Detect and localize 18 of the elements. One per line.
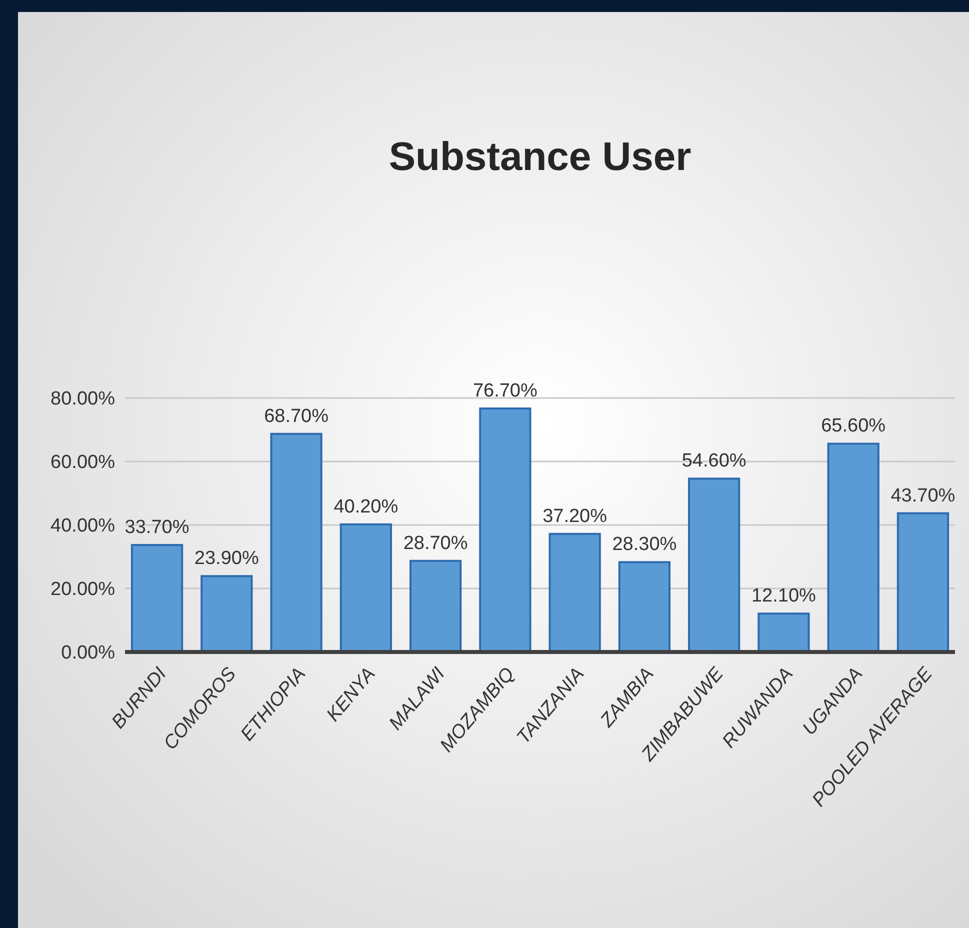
data-label: 54.60% [682, 450, 746, 472]
data-label: 12.10% [751, 586, 816, 607]
y-tick-label: 40.00% [50, 516, 116, 537]
chart-title: Substance User [388, 135, 692, 179]
data-label: 28.70% [403, 532, 468, 554]
data-label: 28.30% [612, 534, 677, 556]
data-label: 43.70% [890, 485, 956, 506]
data-label: 76.70% [472, 380, 538, 402]
data-label: 37.20% [542, 506, 608, 527]
data-label: 33.70% [124, 517, 190, 538]
data-label: 40.20% [334, 496, 398, 518]
y-tick-label: 80.00% [50, 388, 116, 410]
y-tick-label: 60.00% [50, 452, 116, 474]
y-tick-label: 0.00% [61, 642, 116, 664]
data-label: 68.70% [264, 406, 329, 427]
y-tick-label: 20.00% [50, 579, 116, 600]
data-label: 65.60% [821, 416, 886, 437]
data-label: 23.90% [194, 548, 259, 570]
